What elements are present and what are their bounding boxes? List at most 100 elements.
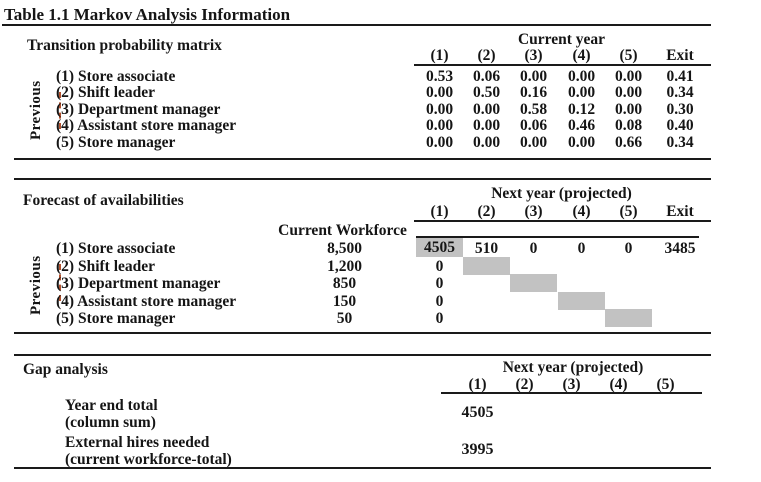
table-row: (3) Department manager 0.00 0.00 0.58 0.… [0,101,761,118]
column-header: (1) [468,376,487,393]
group-header-next-year: Next year (projected) [491,185,632,202]
matrix-cell: 0.12 [567,101,596,118]
projected-cell: 0 [577,240,586,257]
row-label: (2) Shift leader [56,84,156,101]
section-divider [14,158,711,160]
column-header: (5) [656,376,675,393]
projected-cell: 0 [624,240,633,257]
gap-row-label: (current workforce-total) [65,451,232,468]
table-row: (4) Assistant store manager 150 0 [0,293,761,310]
table-row: (2) Shift leader 0.00 0.50 0.16 0.00 0.0… [0,84,761,101]
section-label-transition: Transition probability matrix [27,37,222,54]
workforce-value: 850 [332,275,357,292]
table-row: (2) Shift leader 1,200 0 [0,258,761,275]
matrix-cell: 0.06 [472,68,501,85]
section-divider [14,332,711,334]
matrix-cell: 0.30 [666,101,694,118]
column-header: (2) [477,203,496,220]
gap-row-label: Year end total [65,397,158,414]
matrix-cell: 0.00 [614,84,643,101]
row-label: (3) Department manager [56,101,221,118]
forecast-header-row: (1) (2) (3) (4) (5) Exit [0,203,761,220]
transition-header-row: (1) (2) (3) (4) (5) Exit [0,47,761,64]
table-row: (5) Store manager 50 0 [0,310,761,327]
column-header: (4) [572,47,591,64]
table-row: (3) Department manager 850 0 [0,275,761,292]
matrix-cell: 0.66 [614,134,643,151]
section-label-gap: Gap analysis [23,361,108,378]
projected-cell-highlighted: 4505 [416,238,463,257]
matrix-cell: 0.08 [614,117,643,134]
matrix-cell: 0.58 [519,101,548,118]
row-label: (5) Store manager [56,310,176,327]
projected-cell: 0 [435,275,444,292]
highlighted-cell [605,309,652,327]
column-header: Exit [666,47,694,64]
workforce-value: 50 [336,310,353,327]
table-row: (5) Store manager 0.00 0.00 0.00 0.00 0.… [0,134,761,151]
row-label: (4) Assistant store manager [56,117,237,134]
row-label: (2) Shift leader [56,258,156,275]
table-row: (4) Assistant store manager 0.00 0.00 0.… [0,117,761,134]
matrix-cell: 0.34 [666,84,694,101]
projected-cell: 0 [435,258,444,275]
matrix-cell: 0.34 [666,134,694,151]
projected-cell: 3485 [664,240,696,257]
matrix-cell: 0.46 [567,117,596,134]
column-header: (1) [430,47,449,64]
workforce-column-header: Current Workforce [278,222,407,239]
matrix-cell: 0.00 [614,101,643,118]
row-label: (1) Store associate [56,240,176,257]
workforce-value: 150 [332,293,357,310]
column-header: (2) [477,47,496,64]
matrix-cell: 0.00 [425,134,454,151]
matrix-cell: 0.00 [614,68,643,85]
column-header: Exit [666,203,694,220]
row-label: (3) Department manager [56,275,221,292]
highlighted-cell [558,292,605,310]
projected-cell: 0 [435,293,444,310]
column-header: (5) [619,47,638,64]
matrix-cell: 0.53 [425,68,454,85]
column-header: (4) [572,203,591,220]
gap-value: 3995 [461,441,494,458]
section-divider [14,178,711,180]
matrix-cell: 0.00 [425,84,454,101]
previous-dashed-bracket [59,92,61,129]
table-title: Table 1.1 Markov Analysis Information [4,5,291,24]
column-header: (1) [430,203,449,220]
title-underline [2,24,711,26]
transition-header-underline [414,64,711,66]
table-row: (1) Store associate 0.53 0.06 0.00 0.00 … [0,68,761,85]
gap-value: 4505 [461,404,494,421]
matrix-cell: 0.41 [666,68,694,85]
gap-row-label: External hires needed [65,434,210,451]
matrix-cell: 0.40 [666,117,694,134]
matrix-cell: 0.00 [519,134,548,151]
workforce-value: 8,500 [327,240,362,257]
gap-header-row: (1) (2) (3) (4) (5) [0,376,761,393]
matrix-cell: 0.00 [519,68,548,85]
matrix-cell: 0.00 [425,117,454,134]
matrix-cell: 0.00 [567,84,596,101]
projected-cell: 0 [435,310,444,327]
highlighted-cell [510,274,557,292]
forecast-header-underline [414,220,711,222]
row-label: (5) Store manager [56,134,176,151]
matrix-cell: 0.00 [472,117,501,134]
column-header: (3) [562,376,581,393]
matrix-cell: 0.00 [472,101,501,118]
row-label: (1) Store associate [56,68,176,85]
column-header: (3) [524,203,543,220]
projected-cell: 0 [529,240,538,257]
matrix-cell: 0.00 [567,68,596,85]
section-divider [14,354,711,356]
section-divider [14,467,711,469]
column-header: (5) [619,203,638,220]
group-header-next-year: Next year (projected) [502,359,644,376]
group-header-current-year: Current year [517,31,606,48]
forecast-data-topline [416,236,699,238]
row-label: (4) Assistant store manager [56,293,237,310]
column-header: (2) [515,376,534,393]
